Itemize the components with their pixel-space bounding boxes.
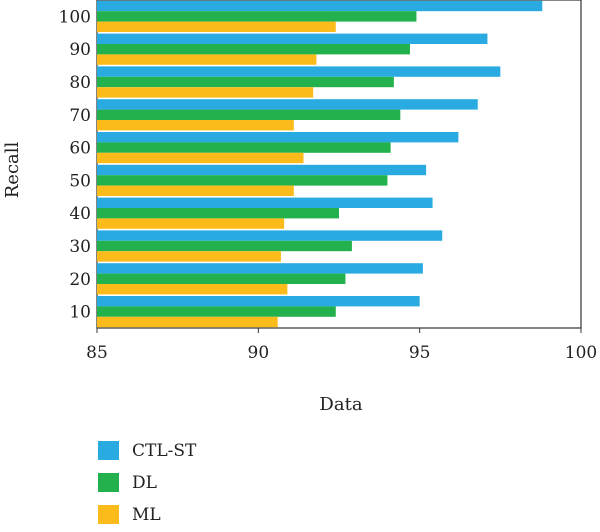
bar-dl-50 bbox=[97, 175, 388, 186]
bar-ctl-st-50 bbox=[97, 164, 427, 176]
bar-dl-40 bbox=[97, 208, 339, 219]
bar-ml-70 bbox=[97, 120, 294, 131]
bar-ctl-st-80 bbox=[97, 66, 501, 77]
bar-dl-60 bbox=[97, 142, 391, 153]
bar-ctl-st-30 bbox=[97, 230, 443, 241]
legend-swatch-ctl-st bbox=[98, 441, 119, 460]
x-axis-title: Data bbox=[319, 394, 362, 415]
bar-ml-10 bbox=[97, 316, 278, 328]
bar-dl-90 bbox=[97, 44, 410, 55]
bar-ctl-st-100 bbox=[97, 0, 543, 12]
y-tick-label-60: 60 bbox=[69, 139, 91, 159]
bar-dl-20 bbox=[97, 273, 346, 284]
legend: CTL-ST DL ML bbox=[98, 441, 197, 525]
bar-dl-10 bbox=[97, 306, 336, 317]
legend-label-ml: ML bbox=[132, 505, 161, 525]
bar-dl-80 bbox=[97, 76, 394, 88]
legend-swatch-dl bbox=[98, 473, 119, 492]
legend-swatch-ml bbox=[98, 505, 119, 524]
y-tick-label-90: 90 bbox=[69, 40, 91, 60]
bars-group bbox=[97, 0, 543, 328]
y-tick-label-50: 50 bbox=[69, 171, 91, 191]
y-tick-label-20: 20 bbox=[69, 270, 91, 290]
x-tick-label-100: 100 bbox=[565, 343, 597, 363]
legend-label-dl: DL bbox=[132, 473, 157, 493]
bar-ctl-st-90 bbox=[97, 33, 488, 44]
y-axis-title: Recall bbox=[2, 141, 23, 198]
bar-dl-100 bbox=[97, 11, 417, 22]
y-tick-label-100: 100 bbox=[59, 7, 91, 27]
y-tick-label-30: 30 bbox=[69, 237, 91, 257]
bar-ml-60 bbox=[97, 152, 304, 164]
x-tick-label-90: 90 bbox=[248, 343, 270, 363]
bar-dl-70 bbox=[97, 109, 401, 120]
bar-ml-50 bbox=[97, 185, 294, 196]
y-tick-label-70: 70 bbox=[69, 106, 91, 126]
bar-ml-80 bbox=[97, 87, 314, 98]
bar-ml-20 bbox=[97, 284, 288, 295]
bar-ctl-st-60 bbox=[97, 132, 459, 143]
x-tick-label-95: 95 bbox=[409, 343, 431, 363]
plot-frame bbox=[96, 0, 582, 329]
bar-ml-90 bbox=[97, 54, 317, 65]
y-tick-label-10: 10 bbox=[69, 303, 91, 323]
bar-ctl-st-20 bbox=[97, 263, 423, 274]
y-tick-label-80: 80 bbox=[69, 73, 91, 93]
bar-ctl-st-70 bbox=[97, 99, 478, 110]
x-tick-labels: 85 90 95 100 bbox=[86, 328, 597, 363]
y-tick-labels: 10 20 30 40 50 60 70 80 90 100 bbox=[59, 7, 91, 322]
bar-ml-100 bbox=[97, 21, 336, 32]
bar-ctl-st-10 bbox=[97, 296, 420, 307]
y-tick-label-40: 40 bbox=[69, 204, 91, 224]
bar-ml-40 bbox=[97, 218, 285, 229]
legend-label-ctl-st: CTL-ST bbox=[132, 441, 197, 461]
bar-ml-30 bbox=[97, 251, 281, 262]
bar-dl-30 bbox=[97, 240, 352, 252]
bar-ctl-st-40 bbox=[97, 197, 433, 208]
x-tick-label-85: 85 bbox=[86, 343, 108, 363]
